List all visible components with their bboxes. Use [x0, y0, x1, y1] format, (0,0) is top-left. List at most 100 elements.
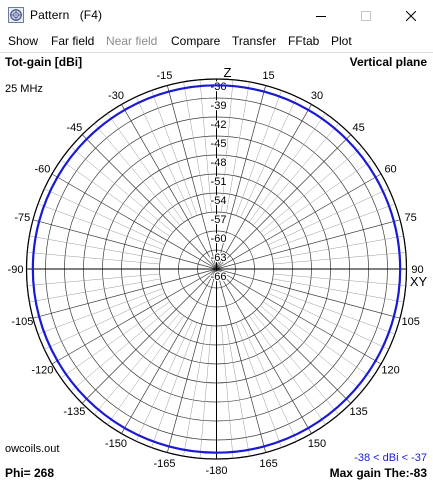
minor-spoke: [260, 305, 363, 392]
major-spoke: [216, 268, 382, 365]
angle-label: 45: [353, 122, 365, 134]
minor-spoke: [272, 278, 404, 303]
minor-spoke: [248, 315, 326, 425]
major-spoke: [216, 85, 267, 270]
frequency-label: 25 MHz: [5, 83, 43, 95]
minor-spoke: [252, 312, 339, 415]
minor-spoke: [240, 96, 298, 218]
minor-spoke: [94, 312, 181, 415]
ring-label: -45: [211, 138, 227, 150]
title-bar: Pattern (F4): [0, 0, 433, 31]
minor-spoke: [263, 159, 373, 237]
minor-spoke: [29, 278, 161, 303]
menu-near-field[interactable]: Near field: [106, 34, 158, 48]
minor-spoke: [235, 322, 282, 448]
minor-spoke: [235, 90, 282, 216]
minor-spoke: [135, 320, 193, 442]
major-spoke: [32, 219, 217, 270]
ring-label: -51: [211, 176, 227, 188]
minor-spoke: [268, 292, 389, 350]
angle-label: 90: [411, 264, 423, 276]
menu-transfer[interactable]: Transfer: [232, 34, 277, 48]
minor-spoke: [44, 292, 165, 350]
angle-label: -150: [105, 438, 127, 450]
close-button[interactable]: [388, 0, 433, 31]
menu-show[interactable]: Show: [8, 34, 39, 48]
minor-spoke: [221, 79, 234, 213]
minor-spoke: [27, 273, 160, 286]
minor-spoke: [240, 320, 298, 442]
minor-spoke: [183, 81, 207, 213]
angle-label: 120: [381, 365, 399, 377]
ring-label: -36: [211, 81, 227, 93]
major-spoke: [32, 268, 217, 319]
minimize-button[interactable]: [298, 0, 343, 31]
minor-spoke: [226, 81, 250, 213]
minor-spoke: [248, 113, 326, 223]
angle-label: 75: [405, 212, 417, 224]
major-spoke: [121, 268, 217, 434]
ring-label: -57: [211, 214, 227, 226]
angle-label: -75: [14, 212, 30, 224]
minor-spoke: [199, 325, 212, 459]
major-spoke: [216, 173, 382, 270]
maximize-icon: [360, 10, 371, 21]
minor-spoke: [60, 301, 170, 379]
menu-fftab[interactable]: FFtab: [288, 34, 320, 48]
angle-label: -165: [153, 458, 175, 470]
maximize-button[interactable]: [343, 0, 388, 31]
gain-range-label: -38 < dBi < -37: [354, 452, 427, 464]
minor-spoke: [94, 123, 181, 226]
minor-spoke: [221, 325, 234, 459]
minor-spoke: [268, 188, 389, 246]
minor-spoke: [272, 235, 404, 260]
phi-label: Phi= 268: [5, 466, 55, 480]
minor-spoke: [44, 188, 165, 246]
minor-spoke: [226, 325, 250, 457]
major-spoke: [216, 104, 312, 270]
angle-label: -105: [11, 316, 33, 328]
angle-label: -60: [34, 164, 50, 176]
major-spoke: [166, 268, 217, 453]
ring-label: -60: [211, 233, 227, 245]
ring-label: -42: [211, 119, 227, 131]
major-spoke: [81, 134, 217, 270]
minor-spoke: [183, 325, 207, 457]
minor-spoke: [151, 322, 198, 448]
minimize-icon: [315, 15, 326, 17]
minor-spoke: [269, 288, 396, 335]
app-icon: [8, 7, 24, 23]
ring-label: -48: [211, 157, 227, 169]
major-spoke: [121, 104, 217, 270]
minor-spoke: [107, 113, 185, 223]
minor-spoke: [70, 305, 173, 392]
menu-bar: Show Far field Near field Compare Transf…: [0, 31, 433, 52]
minor-spoke: [29, 235, 161, 260]
angle-label: 165: [259, 458, 277, 470]
axis-label-z: Z: [224, 65, 232, 80]
minor-spoke: [135, 96, 193, 218]
menu-compare[interactable]: Compare: [171, 34, 221, 48]
angle-label: 105: [401, 316, 419, 328]
pattern-plot-area[interactable]: -36 -39 -42 -45 -48 -51 -54 -57 -60 -63 -66 15 30 45 6…: [0, 53, 433, 483]
major-spoke: [166, 85, 217, 270]
minor-spoke: [199, 79, 212, 213]
max-gain-label: Max gain The:-83: [329, 466, 427, 480]
ring-label: -54: [211, 195, 227, 207]
angle-label: 135: [349, 406, 367, 418]
minor-spoke: [70, 146, 173, 233]
axis-label-xy: XY: [410, 274, 428, 289]
menu-far-field[interactable]: Far field: [51, 34, 95, 48]
minor-spoke: [273, 273, 406, 286]
angle-label: -180: [205, 465, 227, 477]
minor-spoke: [37, 288, 164, 335]
major-spoke: [81, 268, 217, 404]
major-spoke: [216, 268, 312, 434]
angle-label: 60: [384, 164, 396, 176]
angle-label: -135: [63, 406, 85, 418]
major-spoke: [216, 268, 401, 319]
minor-spoke: [269, 203, 396, 250]
menu-plot[interactable]: Plot: [331, 34, 352, 48]
angle-label: -90: [8, 264, 24, 276]
menu-separator: [0, 52, 433, 53]
